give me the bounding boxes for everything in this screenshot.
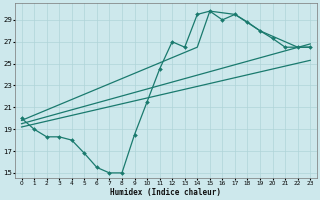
X-axis label: Humidex (Indice chaleur): Humidex (Indice chaleur) xyxy=(110,188,221,197)
